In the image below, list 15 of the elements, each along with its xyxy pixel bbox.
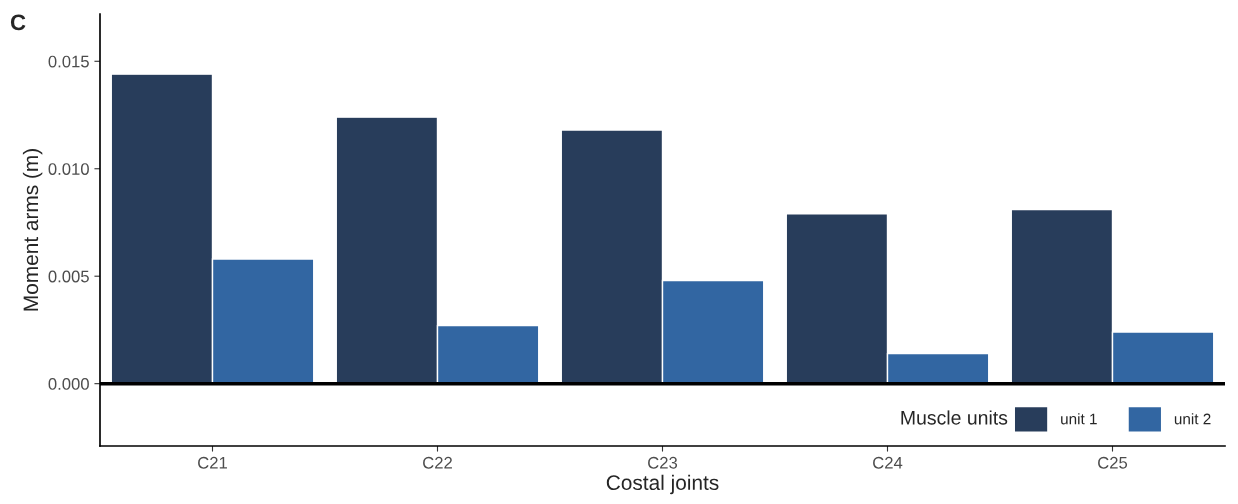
x-tick-label: C21 — [198, 456, 227, 469]
x-axis-title: Costal joints — [606, 474, 719, 495]
y-tick-label: 0.005 — [48, 270, 89, 283]
x-tick-label: C25 — [1098, 456, 1128, 469]
y-axis-title: Moment arms (m) — [22, 149, 43, 311]
y-tick-label: 0.010 — [48, 163, 89, 175]
text: C — [10, 14, 26, 31]
legend-label: unit 1 — [1061, 413, 1097, 425]
y-tick-label: 0.000 — [48, 378, 89, 390]
x-tick-label: C23 — [648, 456, 678, 469]
x-tick-label: C24 — [873, 456, 903, 469]
x-tick-label: C22 — [423, 456, 452, 469]
legend-title: Muscle units — [901, 410, 1008, 425]
legend-label: unit 2 — [1174, 413, 1211, 425]
y-tick-label: 0.015 — [48, 55, 89, 68]
